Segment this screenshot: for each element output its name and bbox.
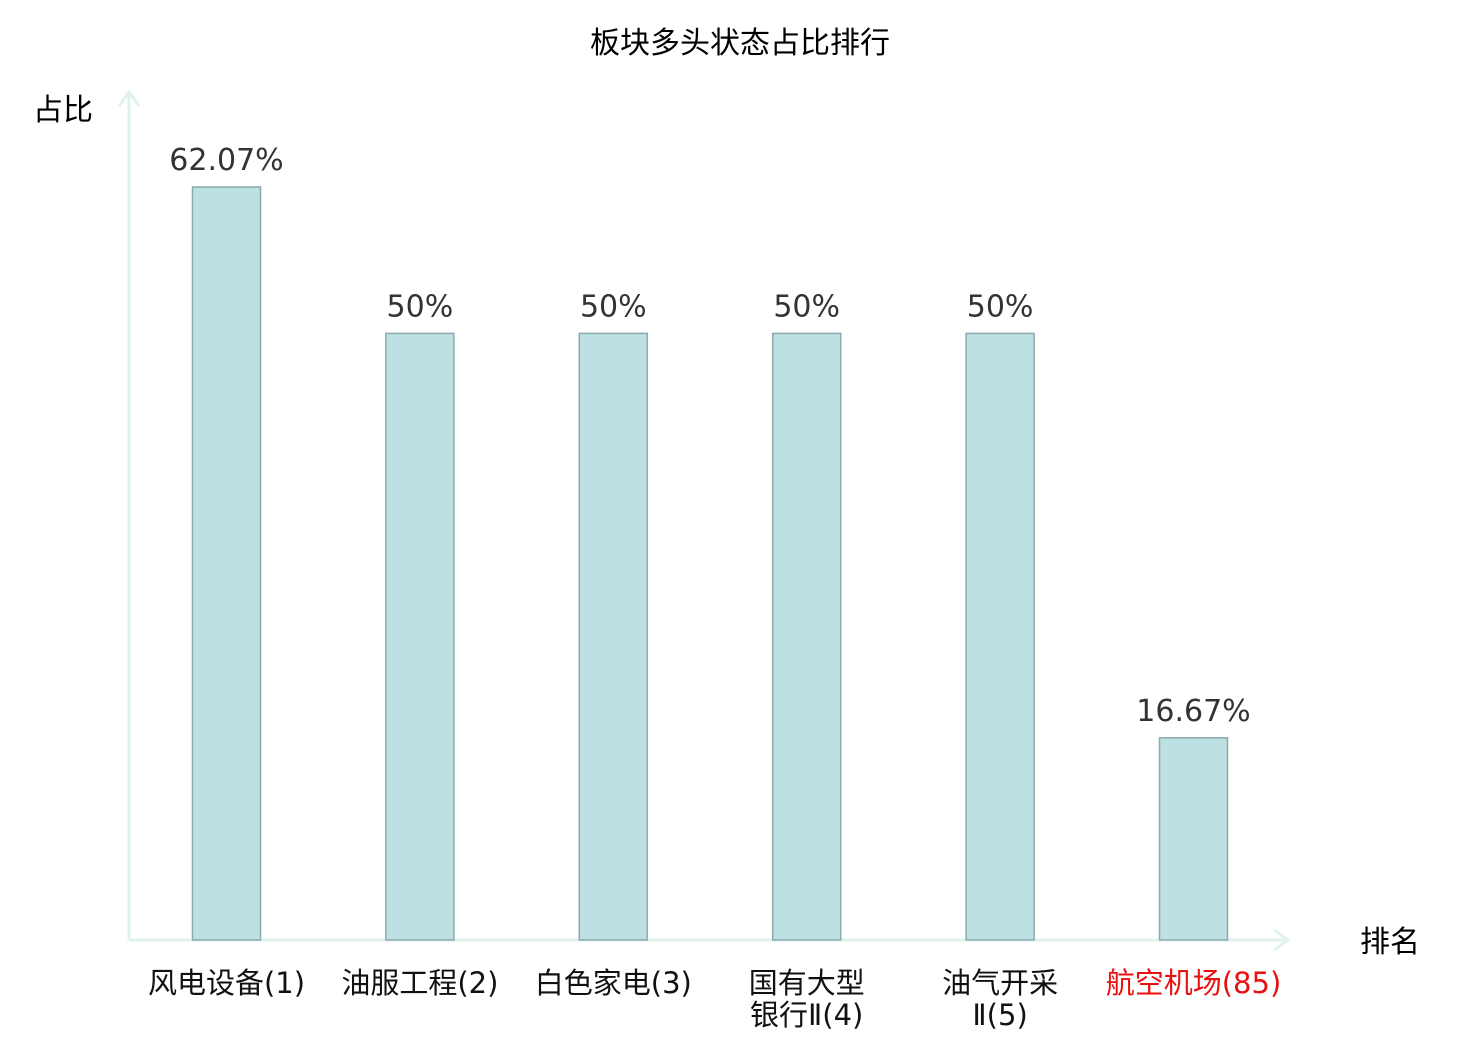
category-label-5-line-1: 油气开采 (942, 966, 1058, 1000)
bar-1 (191, 186, 262, 941)
category-label-3-line-1: 白色家电(3) (535, 966, 692, 1000)
value-label-6: 16.67% (1136, 694, 1250, 729)
value-label-1: 62.07% (169, 143, 283, 178)
value-label-5: 50% (967, 289, 1034, 324)
category-label-4-line-1: 国有大型 (749, 966, 865, 1000)
bar-3 (578, 332, 649, 941)
x-axis-label: 排名 (1360, 925, 1420, 960)
category-label-4: 国有大型银行Ⅱ(4) (749, 966, 865, 1032)
category-label-1: 风电设备(1) (148, 966, 305, 1000)
category-label-6-line-1: 航空机场(85) (1106, 966, 1282, 1000)
bar-4 (771, 332, 842, 941)
category-label-4-line-2: 银行Ⅱ(4) (750, 998, 863, 1032)
category-labels-group: 风电设备(1) 油服工程(2) 白色家电(3) 国有大型银行Ⅱ(4) 油气开采 Ⅱ(5) 航… (148, 966, 1281, 1032)
category-label-6: 航空机场(85) (1106, 966, 1282, 1000)
value-label-2: 50% (387, 289, 454, 324)
bars-group (191, 186, 1229, 941)
bar-2 (385, 332, 455, 941)
category-label-5: 油气开采 Ⅱ(5) (942, 966, 1058, 1032)
category-label-2: 油服工程(2) (341, 966, 498, 1000)
value-label-3: 50% (580, 289, 647, 324)
value-label-4: 50% (773, 289, 840, 324)
value-labels-group: 62.07% 50% 50% 50% 50% 16.67% (169, 143, 1250, 729)
axes (117, 89, 1291, 952)
bar-5 (965, 332, 1035, 941)
y-axis-label: 占比 (33, 93, 93, 128)
chart-title: 板块多头状态占比排行 (590, 26, 890, 61)
category-label-5-line-2: Ⅱ(5) (972, 998, 1027, 1032)
y-axis-arrow (117, 89, 141, 107)
x-axis-arrow (1273, 928, 1291, 952)
category-label-3: 白色家电(3) (535, 966, 692, 1000)
bar-6 (1158, 737, 1229, 941)
category-label-1-line-1: 风电设备(1) (148, 966, 305, 1000)
category-label-2-line-1: 油服工程(2) (341, 966, 498, 1000)
